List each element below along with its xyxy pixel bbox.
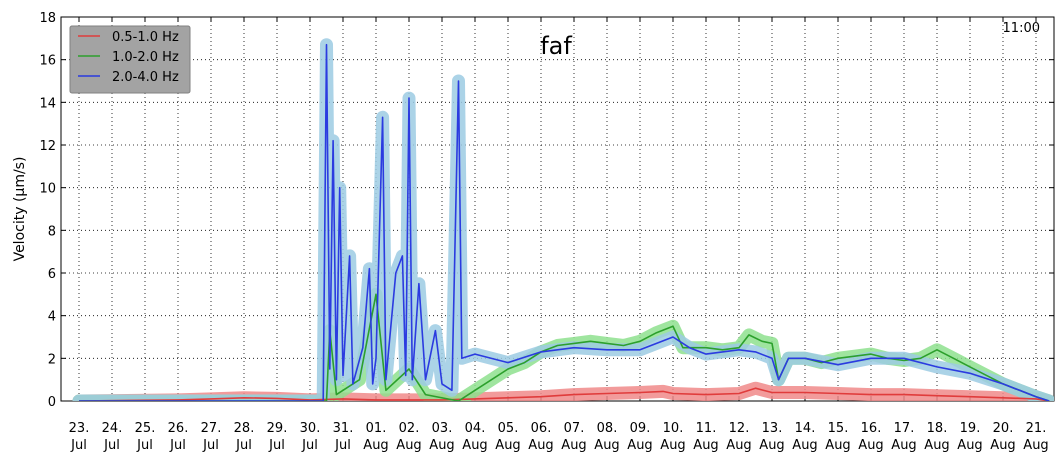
- x-tick-label-month: Aug: [825, 438, 850, 453]
- x-tick-label-day: 14.: [795, 421, 816, 436]
- series-line-3: [79, 43, 1050, 401]
- x-tick-label-day: 24.: [102, 421, 123, 436]
- x-tick-label-day: 30.: [300, 421, 321, 436]
- x-tick-label-month: Aug: [957, 438, 982, 453]
- x-tick-label-day: 02.: [399, 421, 420, 436]
- x-tick-label-month: Aug: [396, 438, 421, 453]
- x-tick-label-month: Aug: [561, 438, 586, 453]
- x-tick-label-day: 20.: [993, 421, 1014, 436]
- x-tick-label-month: Jul: [334, 438, 351, 453]
- x-tick-label-day: 13.: [762, 421, 783, 436]
- legend-label-3: 2.0-4.0 Hz: [112, 70, 179, 85]
- x-tick-label-month: Aug: [891, 438, 916, 453]
- series-line-2: [79, 293, 1050, 401]
- x-tick-label-month: Jul: [301, 438, 318, 453]
- x-tick-label-day: 03.: [432, 421, 453, 436]
- x-tick-label-day: 10.: [663, 421, 684, 436]
- x-tick-label-month: Aug: [759, 438, 784, 453]
- y-tick-label: 18: [39, 11, 56, 26]
- x-tick-label-month: Aug: [990, 438, 1015, 453]
- x-tick-label-day: 18.: [927, 421, 948, 436]
- x-tick-label-day: 01.: [366, 421, 387, 436]
- y-tick-label: 10: [39, 182, 56, 197]
- y-tick-label: 8: [48, 224, 56, 239]
- time-label: 11:00: [1003, 21, 1040, 36]
- x-tick-label-month: Aug: [1023, 438, 1048, 453]
- y-tick-label: 0: [48, 395, 56, 410]
- x-tick-label-day: 16.: [861, 421, 882, 436]
- y-tick-label: 14: [39, 96, 56, 111]
- x-tick-label-month: Jul: [235, 438, 252, 453]
- x-tick-label-day: 19.: [960, 421, 981, 436]
- x-tick-label-day: 15.: [828, 421, 849, 436]
- y-tick-label: 6: [48, 267, 56, 282]
- x-tick-label-day: 25.: [135, 421, 156, 436]
- x-tick-label-month: Jul: [268, 438, 285, 453]
- x-tick-label-day: 17.: [894, 421, 915, 436]
- legend-label-2: 1.0-2.0 Hz: [112, 50, 179, 65]
- series-line-1: [78, 387, 1050, 401]
- x-tick-label-day: 28.: [234, 421, 255, 436]
- x-tick-label-month: Aug: [429, 438, 454, 453]
- x-tick-label-month: Jul: [103, 438, 120, 453]
- legend-label-1: 0.5-1.0 Hz: [112, 30, 179, 45]
- x-tick-label-day: 11.: [696, 421, 717, 436]
- x-tick-label-month: Aug: [594, 438, 619, 453]
- x-tick-label-day: 21.: [1026, 421, 1047, 436]
- x-tick-label-month: Jul: [70, 438, 87, 453]
- x-tick-label-month: Aug: [363, 438, 388, 453]
- x-tick-label-day: 08.: [597, 421, 618, 436]
- x-tick-label-month: Aug: [528, 438, 553, 453]
- legend: 0.5-1.0 Hz 1.0-2.0 Hz 2.0-4.0 Hz: [69, 25, 191, 94]
- x-tick-label-day: 07.: [564, 421, 585, 436]
- x-tick-label-month: Aug: [495, 438, 520, 453]
- x-tick-label-month: Aug: [858, 438, 883, 453]
- series-layer: [72, 38, 1054, 401]
- x-tick-label-month: Jul: [169, 438, 186, 453]
- x-tick-label-month: Aug: [462, 438, 487, 453]
- y-tick-label: 2: [48, 352, 56, 367]
- x-tick-label-month: Jul: [202, 438, 219, 453]
- x-tick-label-day: 04.: [465, 421, 486, 436]
- y-tick-label: 16: [39, 54, 56, 69]
- chart-title: faf: [540, 32, 572, 60]
- x-tick-label-month: Jul: [136, 438, 153, 453]
- x-tick-label-day: 06.: [531, 421, 552, 436]
- y-tick-label: 4: [48, 310, 56, 325]
- x-axis-ticks: 23. Jul 24. Jul 25. Jul 26. Jul 27. Jul 28. Jul 29. J…: [69, 17, 1049, 453]
- plot-area-frame: [60, 16, 1055, 402]
- x-tick-label-month: Aug: [726, 438, 751, 453]
- x-tick-label-month: Aug: [924, 438, 949, 453]
- x-tick-label-month: Aug: [792, 438, 817, 453]
- y-axis-label: Velocity (μm/s): [12, 157, 28, 262]
- x-tick-label-day: 23.: [69, 421, 90, 436]
- x-tick-label-day: 29.: [267, 421, 288, 436]
- x-tick-label-day: 05.: [498, 421, 519, 436]
- x-tick-label-month: Aug: [693, 438, 718, 453]
- x-tick-label-day: 26.: [168, 421, 189, 436]
- x-tick-label-month: Aug: [627, 438, 652, 453]
- x-tick-label-day: 31.: [333, 421, 354, 436]
- x-tick-label-day: 09.: [630, 421, 651, 436]
- x-tick-label-month: Aug: [660, 438, 685, 453]
- x-tick-label-day: 27.: [201, 421, 222, 436]
- y-tick-label: 12: [39, 139, 56, 154]
- x-tick-label-day: 12.: [729, 421, 750, 436]
